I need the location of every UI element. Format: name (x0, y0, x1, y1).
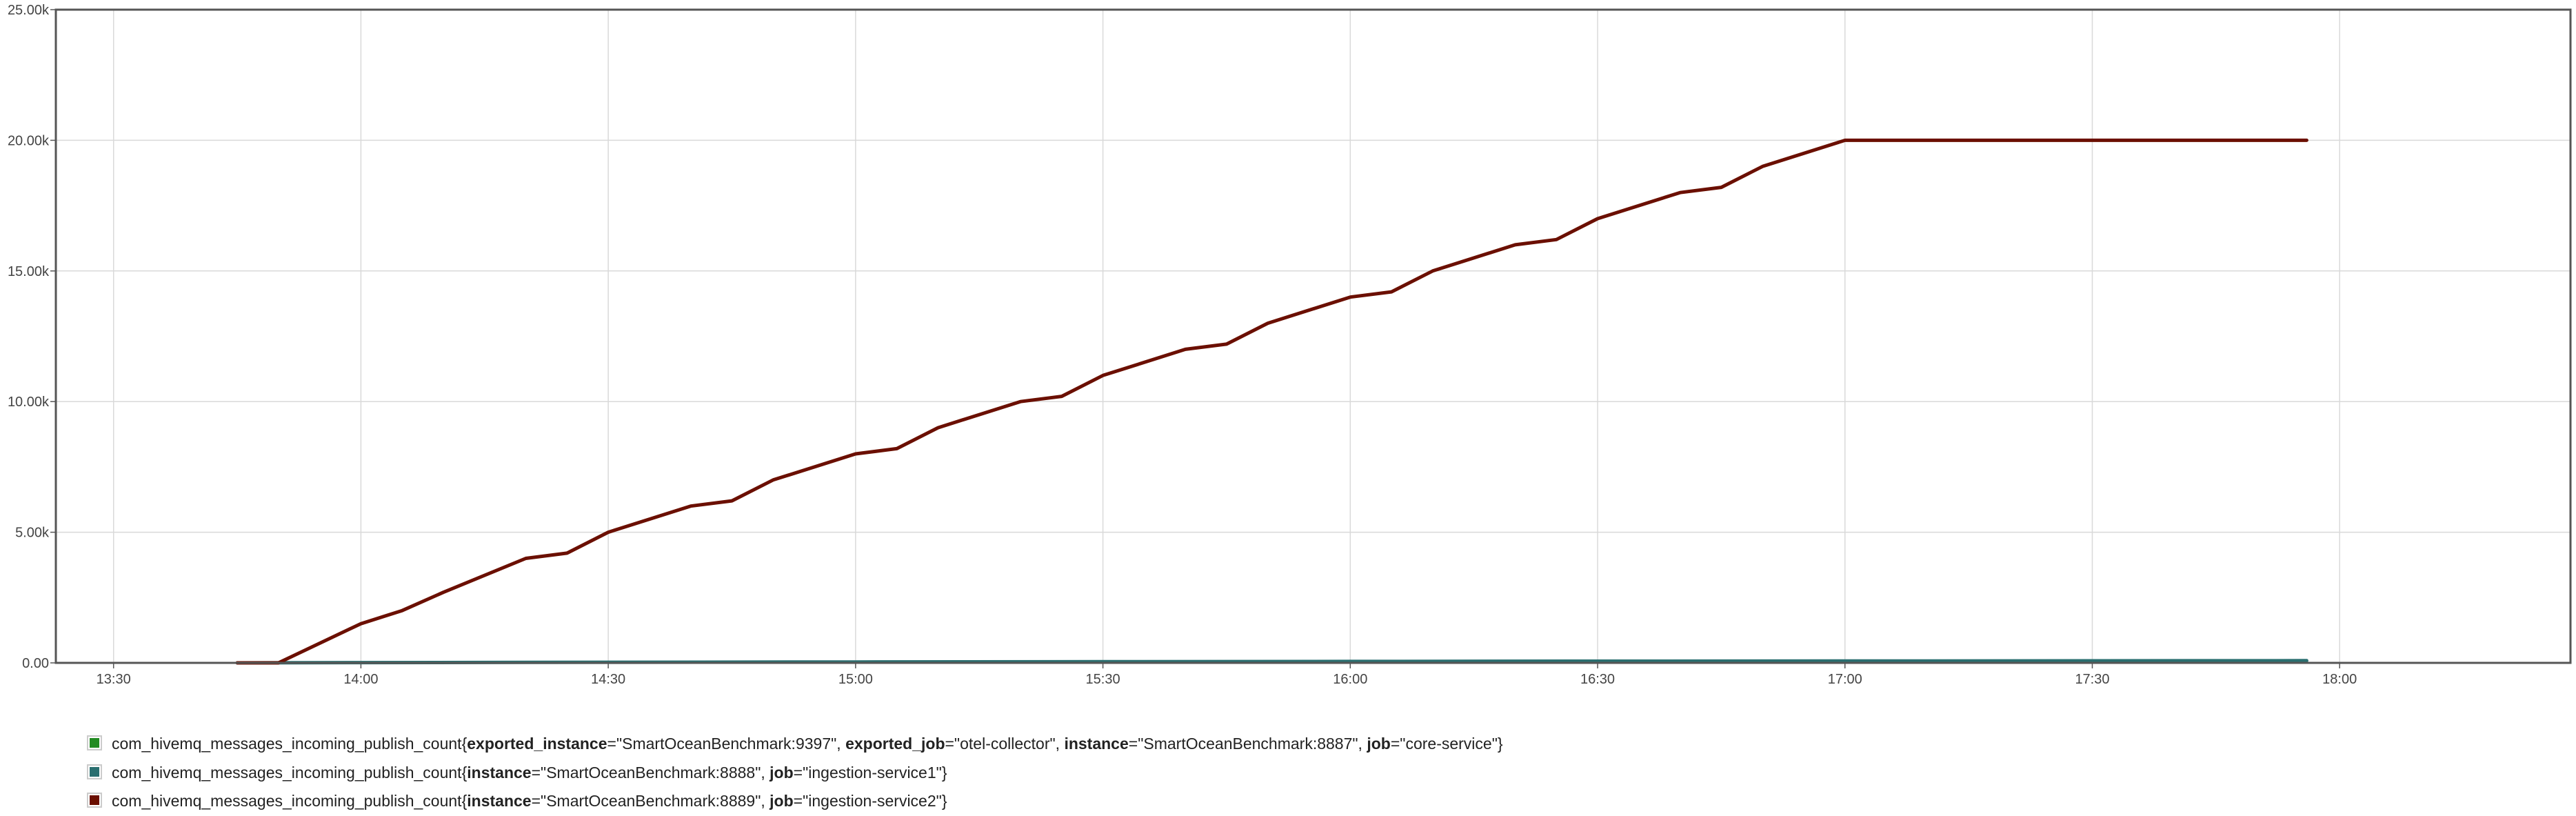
plot-border (54, 8, 2572, 664)
y-tick-label: 0.00 (22, 656, 49, 671)
x-tick-label: 18:00 (2322, 672, 2357, 687)
series-line-3 (235, 138, 2308, 665)
x-tick-label: 13:30 (97, 672, 131, 687)
legend-brace-open: { (461, 792, 467, 810)
legend-brace-open: { (461, 735, 467, 753)
legend-label-value: core-service (1405, 735, 1492, 753)
legend-label-equals: =" (1128, 735, 1144, 753)
legend-swatch-color (90, 766, 99, 777)
legend-label-key: exported_instance (467, 735, 607, 753)
legend-label-equals: =" (531, 792, 547, 810)
legend-label-quote: " (936, 792, 942, 810)
legend-brace-open: { (461, 763, 467, 782)
legend-label-value: SmartOceanBenchmark:8889 (546, 792, 756, 810)
legend-label-key: job (769, 763, 794, 782)
y-tick-label: 10.00k (8, 395, 50, 410)
legend-label: com_hivemq_messages_incoming_publish_cou… (112, 792, 947, 810)
legend-swatch (87, 735, 102, 750)
x-tick-label: 14:00 (343, 672, 378, 687)
legend-brace-close: } (941, 763, 947, 782)
y-tick-label: 20.00k (8, 133, 50, 148)
legend-item-3[interactable]: com_hivemq_messages_incoming_publish_cou… (87, 787, 1503, 816)
legend-label-equals: =" (793, 792, 809, 810)
legend-label-equals: =" (1390, 735, 1406, 753)
legend-metric-name: com_hivemq_messages_incoming_publish_cou… (112, 763, 462, 782)
x-tick-label: 16:30 (1580, 672, 1615, 687)
legend-label-value: ingestion-service2 (808, 792, 936, 810)
legend-label-value: otel-collector (960, 735, 1050, 753)
legend-label-equals: =" (945, 735, 960, 753)
legend-label-quote: ", (1352, 735, 1367, 753)
x-tick-label: 15:00 (838, 672, 873, 687)
legend-label-value: SmartOceanBenchmark:9397 (622, 735, 832, 753)
legend-label-quote: ", (831, 735, 846, 753)
legend-label-value: SmartOceanBenchmark:8888 (546, 763, 756, 782)
y-tick-label: 25.00k (8, 3, 50, 18)
plot-area (56, 10, 2570, 663)
legend-label-equals: =" (531, 763, 547, 782)
legend-item-1[interactable]: com_hivemq_messages_incoming_publish_cou… (87, 730, 1503, 759)
legend: com_hivemq_messages_incoming_publish_cou… (87, 730, 1503, 816)
legend-label: com_hivemq_messages_incoming_publish_cou… (112, 735, 1503, 753)
legend-label-value: ingestion-service1 (808, 763, 936, 782)
legend-label-value: SmartOceanBenchmark:8887 (1143, 735, 1353, 753)
x-tick-label: 15:30 (1086, 672, 1120, 687)
legend-label-key: job (1367, 735, 1391, 753)
legend-label-key: job (769, 792, 794, 810)
legend-label-key: instance (1064, 735, 1129, 753)
legend-label-equals: =" (793, 763, 809, 782)
legend-label-key: instance (467, 792, 532, 810)
legend-brace-close: } (941, 792, 947, 810)
x-tick-label: 17:00 (1828, 672, 1862, 687)
y-axis: 0.00 5.00k 10.00k 15.00k 20.00k 25.00k (8, 3, 56, 671)
y-tick-label: 5.00k (15, 526, 50, 541)
legend-label-key: instance (467, 763, 532, 782)
legend-label-quote: ", (755, 792, 770, 810)
legend-label-equals: =" (607, 735, 623, 753)
legend-swatch-color (90, 738, 99, 748)
legend-metric-name: com_hivemq_messages_incoming_publish_cou… (112, 792, 462, 810)
legend-label-quote: ", (1049, 735, 1065, 753)
y-tick-label: 15.00k (8, 264, 50, 279)
x-axis: 13:30 14:00 14:30 15:00 15:30 16:00 16:30 17:00… (97, 663, 2357, 687)
x-tick-label: 17:30 (2075, 672, 2109, 687)
legend-label-quote: " (1491, 735, 1498, 753)
legend-label: com_hivemq_messages_incoming_publish_cou… (112, 764, 947, 782)
legend-label-quote: " (936, 763, 942, 782)
legend-swatch-color (90, 795, 99, 805)
legend-label-key: exported_job (845, 735, 945, 753)
legend-metric-name: com_hivemq_messages_incoming_publish_cou… (112, 735, 462, 753)
legend-label-quote: ", (755, 763, 770, 782)
x-tick-label: 16:00 (1333, 672, 1367, 687)
x-tick-label: 14:30 (591, 672, 625, 687)
legend-swatch (87, 793, 102, 808)
legend-brace-close: } (1497, 735, 1503, 753)
legend-item-2[interactable]: com_hivemq_messages_incoming_publish_cou… (87, 759, 1503, 788)
legend-swatch (87, 764, 102, 779)
